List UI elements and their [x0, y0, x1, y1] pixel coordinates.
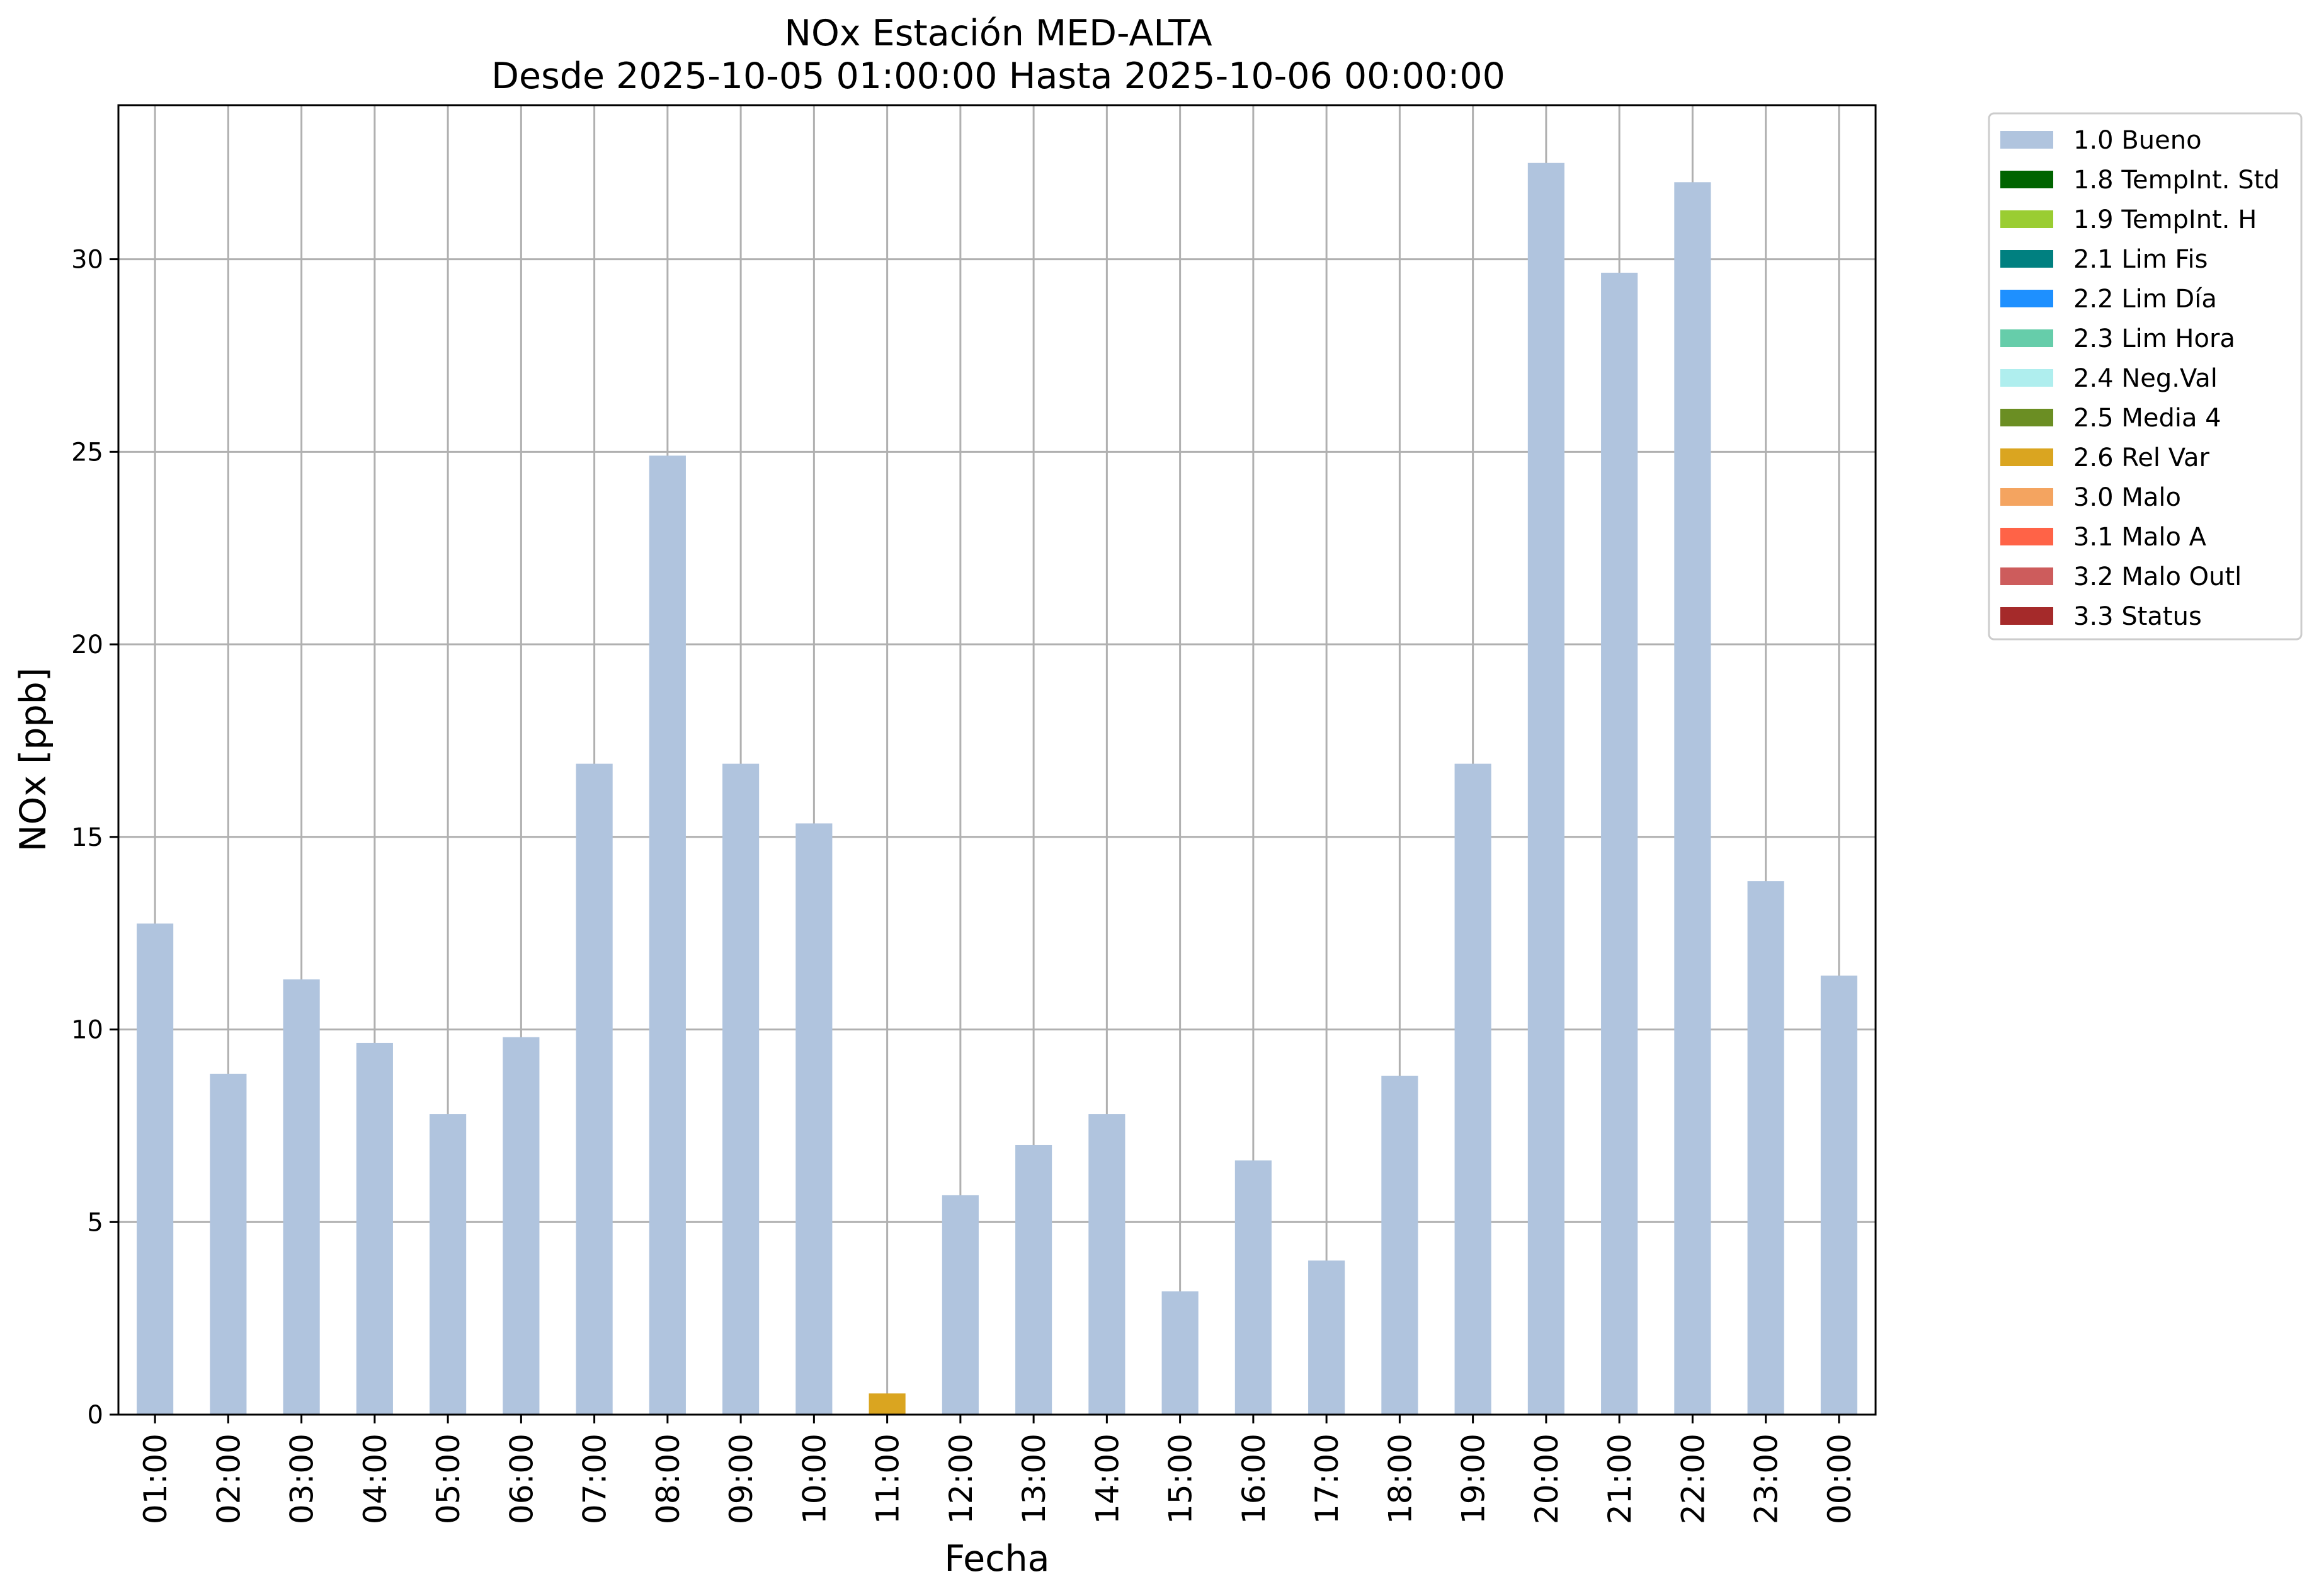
legend-swatch [2000, 369, 2053, 387]
legend-swatch [2000, 250, 2053, 268]
x-tick-label: 18:00 [1382, 1434, 1418, 1524]
x-tick-label: 16:00 [1236, 1434, 1272, 1524]
x-tick-label: 21:00 [1602, 1434, 1638, 1524]
x-tick-label: 10:00 [796, 1434, 833, 1524]
legend-entry: 2.1 Lim Fis [2073, 245, 2208, 274]
bar [649, 455, 686, 1415]
legend-entry: 2.5 Media 4 [2073, 404, 2221, 433]
bar [1601, 272, 1638, 1415]
x-tick-label: 07:00 [577, 1434, 613, 1524]
x-tick-label: 13:00 [1016, 1434, 1052, 1524]
y-tick-label: 0 [88, 1401, 103, 1430]
legend-entry: 2.3 Lim Hora [2073, 324, 2235, 353]
y-axis-ticks: 0 5 10 15 20 25 30 [71, 246, 118, 1430]
legend: 1.0 Bueno 1.8 TempInt. Std 1.9 TempInt. H 2… [1988, 112, 2303, 641]
bar [1308, 1260, 1345, 1415]
chart-title: NOx Estación MED-ALTA [784, 13, 1212, 54]
y-tick-label: 25 [71, 438, 103, 467]
x-tick-label: 01:00 [137, 1434, 174, 1524]
legend-entry: 3.2 Malo Outl [2073, 562, 2242, 591]
bar [1234, 1160, 1272, 1415]
legend-swatch [2000, 131, 2053, 149]
bar [1747, 881, 1784, 1415]
chart-subtitle: Desde 2025-10-05 01:00:00 Hasta 2025-10-… [491, 55, 1505, 97]
bar [1381, 1075, 1418, 1415]
bar [722, 763, 760, 1415]
x-tick-label: 17:00 [1309, 1434, 1345, 1524]
x-tick-label: 19:00 [1456, 1434, 1492, 1524]
y-axis-label: NOx [ppb] [13, 668, 54, 852]
bar [869, 1393, 906, 1415]
x-tick-label: 00:00 [1821, 1434, 1858, 1524]
legend-entry: 3.1 Malo A [2073, 523, 2207, 552]
legend-swatch [2000, 210, 2053, 228]
legend-entry: 3.0 Malo [2073, 483, 2181, 512]
bars [137, 162, 1857, 1415]
bar [1674, 182, 1711, 1415]
x-tick-label: 03:00 [284, 1434, 321, 1524]
bar [1161, 1291, 1199, 1415]
bar [1454, 763, 1491, 1415]
bar [356, 1042, 393, 1415]
legend-entry: 2.2 Lim Día [2073, 285, 2217, 314]
x-tick-label: 23:00 [1748, 1434, 1785, 1524]
y-tick-label: 20 [71, 630, 103, 659]
legend-entry: 1.0 Bueno [2073, 126, 2202, 155]
bar [137, 923, 174, 1415]
x-axis-label: Fecha [944, 1538, 1049, 1580]
legend-swatch [2000, 329, 2053, 347]
bar [1088, 1114, 1125, 1415]
y-tick-label: 5 [88, 1208, 103, 1237]
bar [576, 763, 613, 1415]
x-tick-label: 12:00 [943, 1434, 979, 1524]
legend-swatch [2000, 488, 2053, 506]
legend-swatch [2000, 528, 2053, 545]
legend-swatch [2000, 607, 2053, 625]
bar [1527, 162, 1564, 1415]
y-gridlines [118, 258, 1876, 1416]
x-tick-label: 09:00 [723, 1434, 760, 1524]
x-tick-label: 06:00 [503, 1434, 540, 1524]
x-tick-label: 14:00 [1089, 1434, 1125, 1524]
x-tick-label: 20:00 [1529, 1434, 1565, 1524]
plot-area-frame [117, 104, 1877, 1416]
legend-entry: 3.3 Status [2073, 602, 2202, 631]
legend-entry: 2.4 Neg.Val [2073, 364, 2218, 393]
bar [942, 1195, 979, 1415]
bar [430, 1114, 467, 1415]
y-tick-label: 15 [71, 823, 103, 852]
x-tick-label: 04:00 [357, 1434, 394, 1524]
bar [283, 979, 320, 1415]
y-tick-label: 10 [71, 1016, 103, 1045]
x-tick-label: 02:00 [210, 1434, 247, 1524]
x-gridlines [154, 105, 1840, 1415]
bar [1015, 1144, 1052, 1415]
legend-swatch [2000, 409, 2053, 426]
legend-entry: 1.9 TempInt. H [2073, 205, 2257, 234]
x-tick-label: 05:00 [430, 1434, 467, 1524]
x-axis-ticks: 01:00 02:00 03:00 04:00 05:00 06:00 07:00 08:00… [137, 1415, 1858, 1524]
y-tick-label: 30 [71, 246, 103, 275]
legend-frame [1988, 112, 2303, 641]
bar [1820, 975, 1857, 1415]
legend-entry: 2.6 Rel Var [2073, 443, 2210, 472]
legend-swatch [2000, 448, 2053, 466]
x-tick-label: 22:00 [1675, 1434, 1711, 1524]
legend-swatch [2000, 171, 2053, 188]
bar [210, 1073, 247, 1415]
legend-swatch [2000, 567, 2053, 585]
bar [795, 823, 833, 1415]
x-tick-label: 11:00 [870, 1434, 906, 1524]
bar [503, 1037, 540, 1415]
x-tick-label: 15:00 [1163, 1434, 1199, 1524]
x-tick-label: 08:00 [650, 1434, 687, 1524]
legend-swatch [2000, 290, 2053, 307]
legend-entry: 1.8 TempInt. Std [2073, 166, 2280, 195]
